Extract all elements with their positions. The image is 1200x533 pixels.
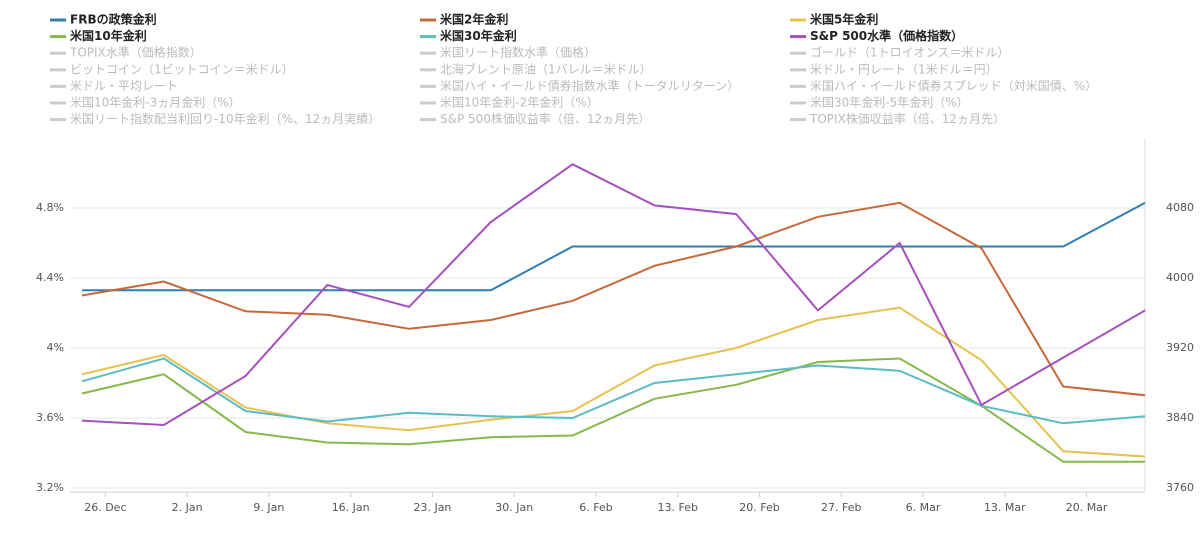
x-tick-label: 27. Feb bbox=[821, 501, 861, 514]
x-tick-label: 26. Dec bbox=[84, 501, 126, 514]
x-tick-label: 20. Feb bbox=[739, 501, 779, 514]
y-tick-label: 4% bbox=[47, 341, 64, 354]
legend-label[interactable]: S&P 500水準（価格指数） bbox=[810, 28, 963, 43]
legend-label-inactive[interactable]: 米国30年金利-5年金利（%） bbox=[810, 95, 969, 110]
series-line bbox=[81, 357, 1146, 425]
x-tick-label: 6. Feb bbox=[579, 501, 612, 514]
series-line bbox=[82, 201, 1146, 292]
legend-label-inactive[interactable]: 米国10年金利-2年金利（%） bbox=[440, 95, 599, 110]
legend-label-inactive[interactable]: S&P 500株価収益率（倍、12ヵ月先） bbox=[440, 111, 650, 126]
x-tick-label: 16. Jan bbox=[332, 501, 370, 514]
legend-label[interactable]: 米国2年金利 bbox=[440, 12, 508, 27]
legend-label[interactable]: 米国10年金利 bbox=[70, 28, 147, 43]
y2-tick-label: 3920 bbox=[1166, 341, 1194, 354]
y-tick-label: 4.4% bbox=[36, 271, 64, 284]
x-tick-label: 9. Jan bbox=[253, 501, 284, 514]
legend-label[interactable]: 米国30年金利 bbox=[440, 28, 517, 43]
legend-label-inactive[interactable]: ビットコイン（1ビットコイン＝米ドル） bbox=[70, 62, 294, 76]
y2-tick-label: 3840 bbox=[1166, 411, 1194, 424]
x-tick-label: 13. Feb bbox=[658, 501, 698, 514]
y2-tick-label: 3760 bbox=[1166, 481, 1194, 494]
y2-tick-label: 4000 bbox=[1166, 271, 1194, 284]
series-line bbox=[81, 201, 1146, 397]
legend-label-inactive[interactable]: 米国ハイ・イールド債券スプレッド（対米国債、%） bbox=[810, 78, 1097, 93]
legend-label-inactive[interactable]: 米国10年金利-3ヵ月金利（%） bbox=[70, 95, 241, 110]
y2-tick-label: 4080 bbox=[1166, 201, 1194, 214]
legend-label-inactive[interactable]: 米国リート指数水準（価格） bbox=[440, 45, 596, 60]
legend-label-inactive[interactable]: 米国リート指数配当利回り-10年金利（%、12ヵ月実績） bbox=[70, 111, 380, 126]
legend-label-inactive[interactable]: 米国ハイ・イールド債券指数水準（トータルリターン） bbox=[440, 78, 739, 93]
x-tick-label: 20. Mar bbox=[1066, 501, 1108, 514]
legend-label-inactive[interactable]: 米ドル・円レート（1米ドル＝円） bbox=[810, 62, 998, 76]
x-tick-label: 30. Jan bbox=[495, 501, 533, 514]
legend-label-inactive[interactable]: ゴールド（1トロイオンス＝米ドル） bbox=[810, 45, 1009, 60]
y-tick-label: 3.2% bbox=[36, 481, 64, 494]
legend-label-inactive[interactable]: 北海ブレント原油（1バレル＝米ドル） bbox=[440, 61, 652, 76]
x-tick-label: 23. Jan bbox=[413, 501, 451, 514]
series-line bbox=[81, 357, 1145, 463]
x-tick-label: 6. Mar bbox=[906, 501, 941, 514]
series-line bbox=[81, 163, 1146, 427]
y-tick-label: 4.8% bbox=[36, 201, 64, 214]
legend-label-inactive[interactable]: 米ドル・平均レート bbox=[70, 79, 178, 93]
series-line bbox=[81, 306, 1146, 458]
x-tick-label: 2. Jan bbox=[172, 501, 203, 514]
y-tick-label: 3.6% bbox=[36, 411, 64, 424]
legend-label[interactable]: 米国5年金利 bbox=[810, 12, 878, 27]
legend-label[interactable]: FRBの政策金利 bbox=[70, 12, 157, 27]
x-tick-label: 13. Mar bbox=[984, 501, 1026, 514]
legend-label-inactive[interactable]: TOPIX株価収益率（倍、12ヵ月先） bbox=[809, 111, 1005, 126]
legend-label-inactive[interactable]: TOPIX水準（価格指数） bbox=[69, 45, 202, 60]
